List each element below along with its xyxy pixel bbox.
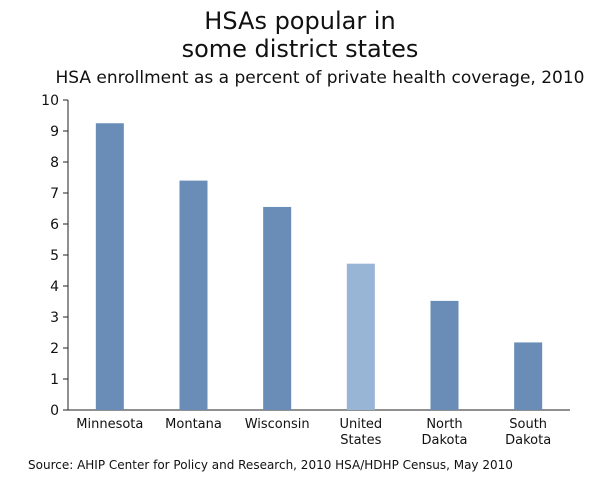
y-tick-label: 8 xyxy=(50,155,59,171)
bar xyxy=(95,123,124,410)
x-category-label: Minnesota xyxy=(76,417,143,432)
bar xyxy=(346,263,375,410)
y-tick-label: 4 xyxy=(50,279,59,295)
y-tick-label: 2 xyxy=(50,341,59,357)
x-category-label: Montana xyxy=(165,417,222,432)
bar xyxy=(430,300,459,410)
y-tick-label: 3 xyxy=(50,310,59,326)
x-category-label: Wisconsin xyxy=(245,417,310,432)
x-category-label: North Dakota xyxy=(421,417,467,448)
y-tick-label: 7 xyxy=(50,186,59,202)
y-tick-label: 1 xyxy=(50,372,59,388)
y-tick-label: 0 xyxy=(50,403,59,419)
chart-subtitle: HSA enrollment as a percent of private h… xyxy=(55,68,585,88)
source-note: Source: AHIP Center for Policy and Resea… xyxy=(28,458,513,472)
x-category-label: United States xyxy=(339,417,382,448)
chart-title-line-2: some district states xyxy=(181,35,419,63)
bar xyxy=(263,206,292,410)
chart-title-line-1: HSAs popular in xyxy=(204,7,396,35)
y-tick-label: 9 xyxy=(50,124,59,140)
x-category-label: South Dakota xyxy=(505,417,551,448)
y-tick-label: 10 xyxy=(41,93,59,109)
bar xyxy=(179,180,208,410)
y-tick-label: 5 xyxy=(50,248,59,264)
bar xyxy=(514,342,543,410)
y-tick-label: 6 xyxy=(50,217,59,233)
